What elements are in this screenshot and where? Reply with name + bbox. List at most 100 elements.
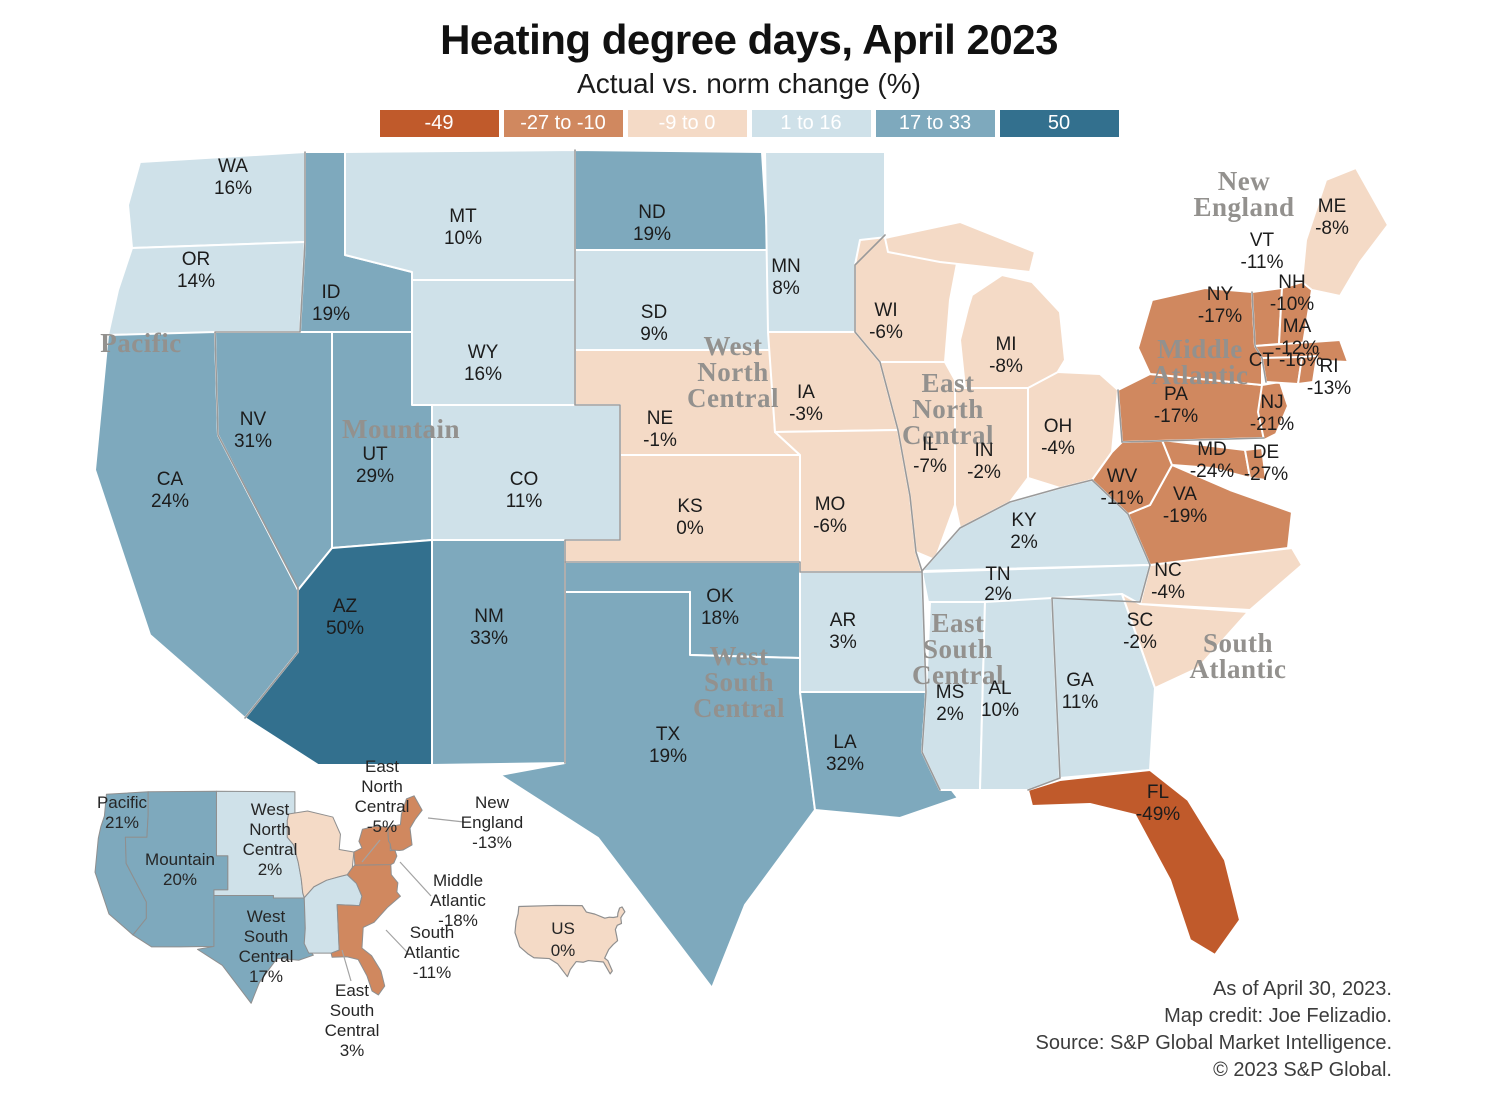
region-name-enc: North	[912, 394, 984, 424]
state-label-OR: OR	[182, 249, 211, 270]
state-label-MN: MN	[771, 256, 801, 277]
inset-label-satl: Atlantic	[404, 943, 460, 962]
state-label-KS: KS	[677, 496, 702, 517]
inset-label-wsc: South	[244, 927, 288, 946]
inset-label-enc: Central	[355, 797, 410, 816]
state-label-VT: VT	[1250, 230, 1275, 251]
region-name-matl: Atlantic	[1152, 360, 1249, 390]
us-national-label: 0%	[551, 941, 576, 960]
state-shape-AR	[799, 571, 927, 693]
inset-label-pacific: 21%	[105, 813, 139, 832]
census-regions-inset-map	[94, 790, 423, 1004]
chart-title: Heating degree days, April 2023	[440, 16, 1058, 63]
state-value-DE: -27%	[1244, 464, 1288, 485]
credit-line-mapcredit: Map credit: Joe Felizadio.	[1164, 1005, 1392, 1027]
state-value-WI: -6%	[869, 322, 903, 343]
region-name-wnc: Central	[687, 383, 779, 413]
state-label-DE: DE	[1253, 442, 1279, 463]
state-label-KY: KY	[1011, 510, 1037, 531]
division-border	[1027, 479, 1151, 791]
legend-bin-0: -49	[379, 110, 499, 137]
state-value-NE: -1%	[643, 430, 677, 451]
state-value-WA: 16%	[214, 178, 252, 199]
inset-leader-lines-layer	[341, 817, 465, 982]
state-label-MS: MS	[936, 682, 965, 703]
state-value-KS: 0%	[676, 518, 704, 539]
inset-label-esc: South	[330, 1001, 374, 1020]
state-shape-MD	[1161, 439, 1251, 479]
division-border	[921, 479, 1093, 572]
region-name-neng: England	[1193, 192, 1294, 222]
state-label-VA: VA	[1173, 484, 1197, 505]
inset-label-mountain: Mountain	[145, 850, 215, 869]
state-value-SD: 9%	[640, 324, 668, 345]
state-value-VT: -11%	[1241, 252, 1284, 273]
state-label-OH: OH	[1044, 416, 1073, 437]
states-layer	[94, 149, 1389, 989]
state-label-WI: WI	[874, 300, 897, 321]
state-value-TX: 19%	[649, 746, 687, 767]
inset-label-enc: -5%	[367, 817, 397, 836]
division-border	[1251, 291, 1267, 383]
inset-label-neng: -13%	[472, 833, 512, 852]
state-label-CT: CT -16%	[1249, 350, 1324, 371]
state-label-GA: GA	[1066, 670, 1094, 691]
state-value-MD: -24%	[1190, 461, 1234, 482]
inset-label-esc: East	[335, 981, 369, 1000]
inset-label-satl: -11%	[413, 963, 451, 982]
inset-label-enc: East	[365, 757, 399, 776]
state-label-MD: MD	[1197, 439, 1227, 460]
state-label-WA: WA	[218, 156, 248, 177]
credit-line-asof: As of April 30, 2023.	[1212, 978, 1392, 1000]
inset-labels-layer: Pacific21%Mountain20%WestNorthCentral2%E…	[97, 757, 523, 1060]
state-shape-ND	[574, 149, 769, 251]
state-shape-DE	[1244, 447, 1267, 481]
state-label-WV: WV	[1107, 466, 1138, 487]
region-name-satl: South	[1203, 628, 1273, 658]
chart-subtitle: Actual vs. norm change (%)	[577, 68, 921, 99]
state-value-OK: 18%	[701, 608, 739, 629]
state-label-WY: WY	[468, 342, 499, 363]
state-label-NC: NC	[1154, 560, 1181, 581]
state-value-AL: 10%	[981, 700, 1019, 721]
state-label-AZ: AZ	[333, 596, 358, 617]
region-name-esc: Central	[912, 660, 1004, 690]
state-value-WV: -11%	[1101, 488, 1144, 509]
state-label-ND: ND	[638, 202, 665, 223]
state-value-NC: -4%	[1151, 582, 1185, 603]
state-value-GA: 11%	[1062, 692, 1099, 713]
state-shape-MI-upper	[884, 221, 1036, 273]
state-label-NV: NV	[240, 409, 267, 430]
state-shape-TX	[499, 591, 816, 989]
region-name-satl: Atlantic	[1190, 654, 1287, 684]
inset-label-esc: 3%	[340, 1041, 365, 1060]
state-value-NH: -10%	[1270, 294, 1314, 315]
inset-label-neng: New	[475, 793, 510, 812]
state-label-RI: RI	[1320, 356, 1339, 377]
inset-label-neng: England	[461, 813, 523, 832]
region-name-enc: East	[921, 368, 974, 398]
region-name-pacific: Pacific	[100, 328, 181, 358]
state-shape-NH	[1278, 281, 1313, 345]
inset-label-matl: Atlantic	[430, 891, 486, 910]
state-label-PA: PA	[1164, 384, 1188, 405]
state-value-MI: -8%	[989, 356, 1023, 377]
state-value-OR: 14%	[177, 271, 215, 292]
inset-region-south-atlantic	[330, 863, 401, 996]
division-border	[921, 571, 941, 791]
state-label-UT: UT	[362, 444, 388, 465]
division-border	[854, 234, 923, 572]
division-border	[1117, 389, 1123, 443]
region-name-wsc: Central	[693, 693, 785, 723]
state-value-MN: 8%	[772, 278, 800, 299]
state-value-NY: -17%	[1198, 306, 1242, 327]
legend-bin-4: 17 to 33	[875, 110, 995, 137]
legend-bin-2: -9 to 0	[627, 110, 747, 137]
state-value-IA: -3%	[789, 404, 823, 425]
inset-label-matl: -18%	[438, 911, 478, 930]
inset-region-new-england	[387, 795, 423, 851]
state-shape-RI	[1297, 355, 1318, 385]
inset-label-esc: Central	[325, 1021, 380, 1040]
state-value-IL: -7%	[913, 456, 947, 477]
